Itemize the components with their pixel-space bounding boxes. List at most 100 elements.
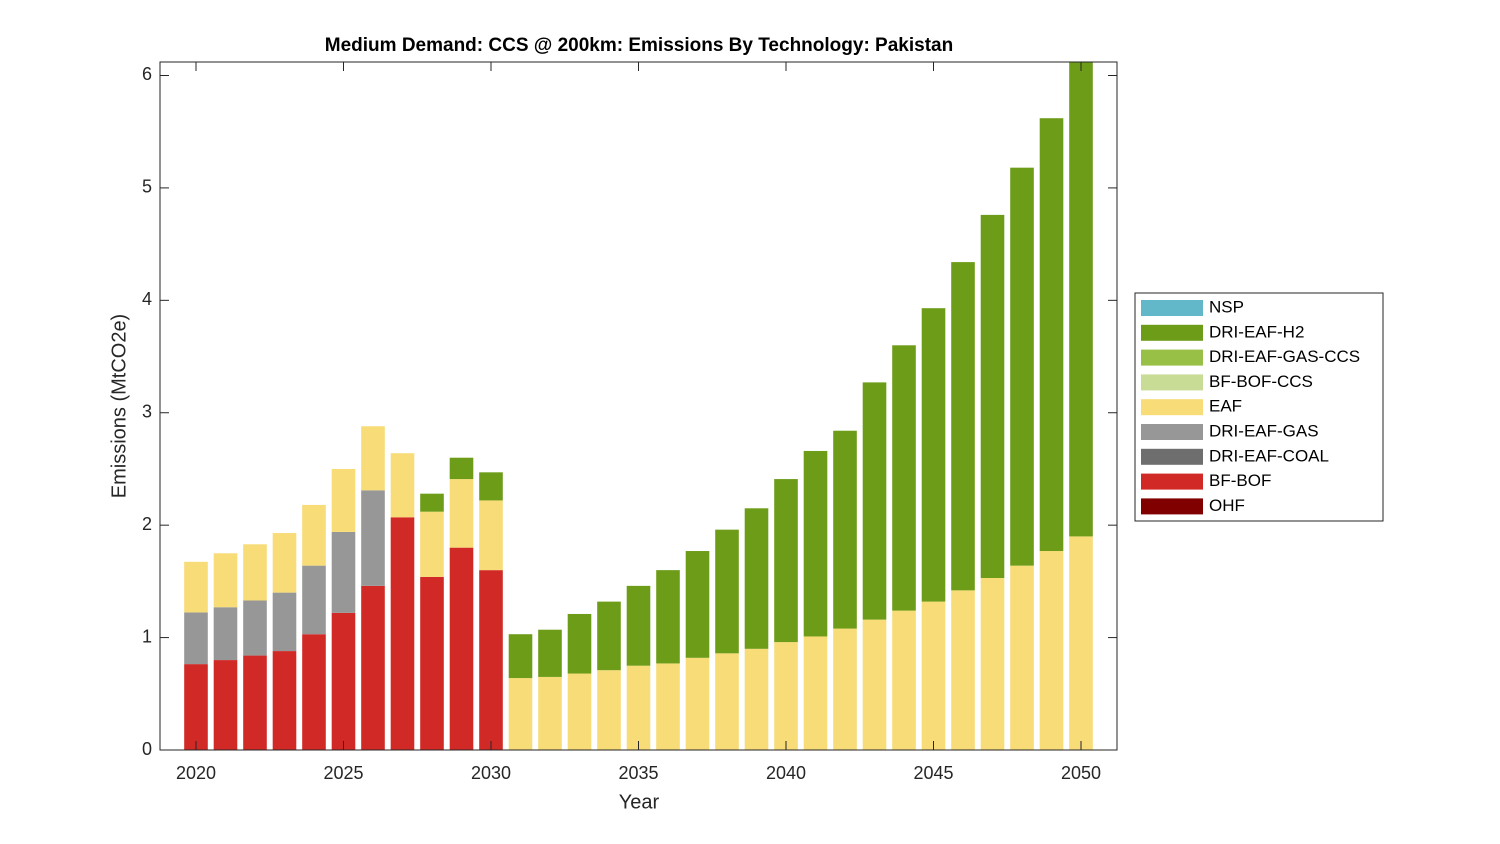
bar-segment xyxy=(744,508,769,649)
x-tick-label: 2050 xyxy=(1061,763,1101,783)
bar-segment xyxy=(892,610,916,750)
x-tick-label: 2030 xyxy=(471,763,511,783)
bar-segment xyxy=(597,670,621,750)
bar-segment xyxy=(420,493,444,512)
bar-segment xyxy=(213,607,238,661)
legend-label: DRI-EAF-H2 xyxy=(1209,322,1304,341)
bar-segment xyxy=(449,457,474,480)
y-tick-label: 4 xyxy=(142,289,152,309)
y-axis-label: Emissions (MtCO2e) xyxy=(108,314,130,498)
bar-segment xyxy=(213,660,238,750)
bar-segment xyxy=(980,578,1005,750)
bar-segment xyxy=(479,500,503,571)
bar-segment xyxy=(302,565,326,635)
x-tick-label: 2040 xyxy=(766,763,806,783)
bar-segment xyxy=(1069,62,1093,537)
legend-swatch xyxy=(1141,374,1203,391)
bar-segment xyxy=(243,655,267,750)
bar-segment xyxy=(331,468,356,532)
bar-segment xyxy=(243,600,267,656)
bar-segment xyxy=(715,653,739,750)
bar-segment xyxy=(656,663,680,750)
legend-swatch xyxy=(1141,300,1203,316)
bar-segment xyxy=(892,345,916,611)
x-tick-label: 2035 xyxy=(618,763,658,783)
bar-segment xyxy=(213,553,238,608)
bar-segment xyxy=(862,382,887,620)
bar-segment xyxy=(243,544,267,601)
legend-swatch xyxy=(1141,473,1203,490)
bar-segment xyxy=(685,657,710,750)
x-tick-label: 2045 xyxy=(913,763,953,783)
bar-segment xyxy=(508,634,533,679)
bar-segment xyxy=(302,634,326,750)
bar-segment xyxy=(597,601,621,671)
bar-segment xyxy=(803,450,828,637)
bar-segment xyxy=(656,570,680,664)
bar-segment xyxy=(538,676,562,750)
legend-label: NSP xyxy=(1209,297,1244,316)
bar-segment xyxy=(980,214,1005,578)
bar-segment xyxy=(449,479,474,548)
legend-label: DRI-EAF-GAS xyxy=(1209,421,1319,440)
legend-swatch xyxy=(1141,399,1203,416)
bar-segment xyxy=(803,636,828,750)
chart-title: Medium Demand: CCS @ 200km: Emissions By… xyxy=(325,35,953,56)
y-tick-label: 6 xyxy=(142,64,152,84)
bar-segment xyxy=(862,619,887,750)
bar-segment xyxy=(921,601,946,750)
bar-segment xyxy=(184,612,208,665)
bar-segment xyxy=(390,517,415,750)
bar-segment xyxy=(538,629,562,677)
bar-segment xyxy=(361,490,385,586)
legend-label: DRI-EAF-GAS-CCS xyxy=(1209,347,1360,366)
y-tick-label: 1 xyxy=(142,626,152,646)
bar-segment xyxy=(302,504,326,566)
bar-segment xyxy=(184,561,208,613)
legend-label: OHF xyxy=(1209,496,1245,515)
bar-segment xyxy=(508,678,533,750)
bar-segment xyxy=(331,612,356,750)
legend-swatch xyxy=(1141,448,1203,465)
bar-segment xyxy=(715,529,739,654)
bar-segment xyxy=(744,648,769,750)
bar-segment xyxy=(951,590,975,750)
x-tick-label: 2020 xyxy=(176,763,216,783)
bar-segment xyxy=(361,585,385,750)
bar-segment xyxy=(1069,536,1093,750)
bar-segment xyxy=(1010,167,1034,566)
bar-segment xyxy=(479,472,503,501)
bar-segment xyxy=(272,592,297,652)
bar-segment xyxy=(774,479,798,643)
bars xyxy=(184,62,1093,750)
legend-label: EAF xyxy=(1209,397,1242,416)
bar-segment xyxy=(331,531,356,613)
y-tick-label: 5 xyxy=(142,177,152,197)
y-tick-label: 2 xyxy=(142,514,152,534)
bar-segment xyxy=(833,430,857,629)
legend-label: BF-BOF xyxy=(1209,471,1271,490)
bar-segment xyxy=(479,570,503,750)
bar-segment xyxy=(1010,565,1034,750)
bar-segment xyxy=(361,426,385,491)
bar-segment xyxy=(272,651,297,750)
legend-swatch xyxy=(1141,498,1203,515)
bar-segment xyxy=(449,547,474,750)
bar-segment xyxy=(184,664,208,750)
y-tick-label: 0 xyxy=(142,739,152,759)
legend-swatch xyxy=(1141,349,1203,366)
bar-segment xyxy=(921,308,946,602)
bar-segment xyxy=(951,262,975,591)
bar-segment xyxy=(626,665,651,750)
bar-segment xyxy=(685,551,710,658)
bar-segment xyxy=(272,533,297,593)
x-tick-label: 2025 xyxy=(323,763,363,783)
y-tick-label: 3 xyxy=(142,401,152,421)
bar-segment xyxy=(1039,551,1064,750)
bar-segment xyxy=(420,576,444,750)
bar-segment xyxy=(833,628,857,750)
legend-label: BF-BOF-CCS xyxy=(1209,372,1313,391)
bar-segment xyxy=(567,613,592,674)
bar-segment xyxy=(1039,118,1064,552)
